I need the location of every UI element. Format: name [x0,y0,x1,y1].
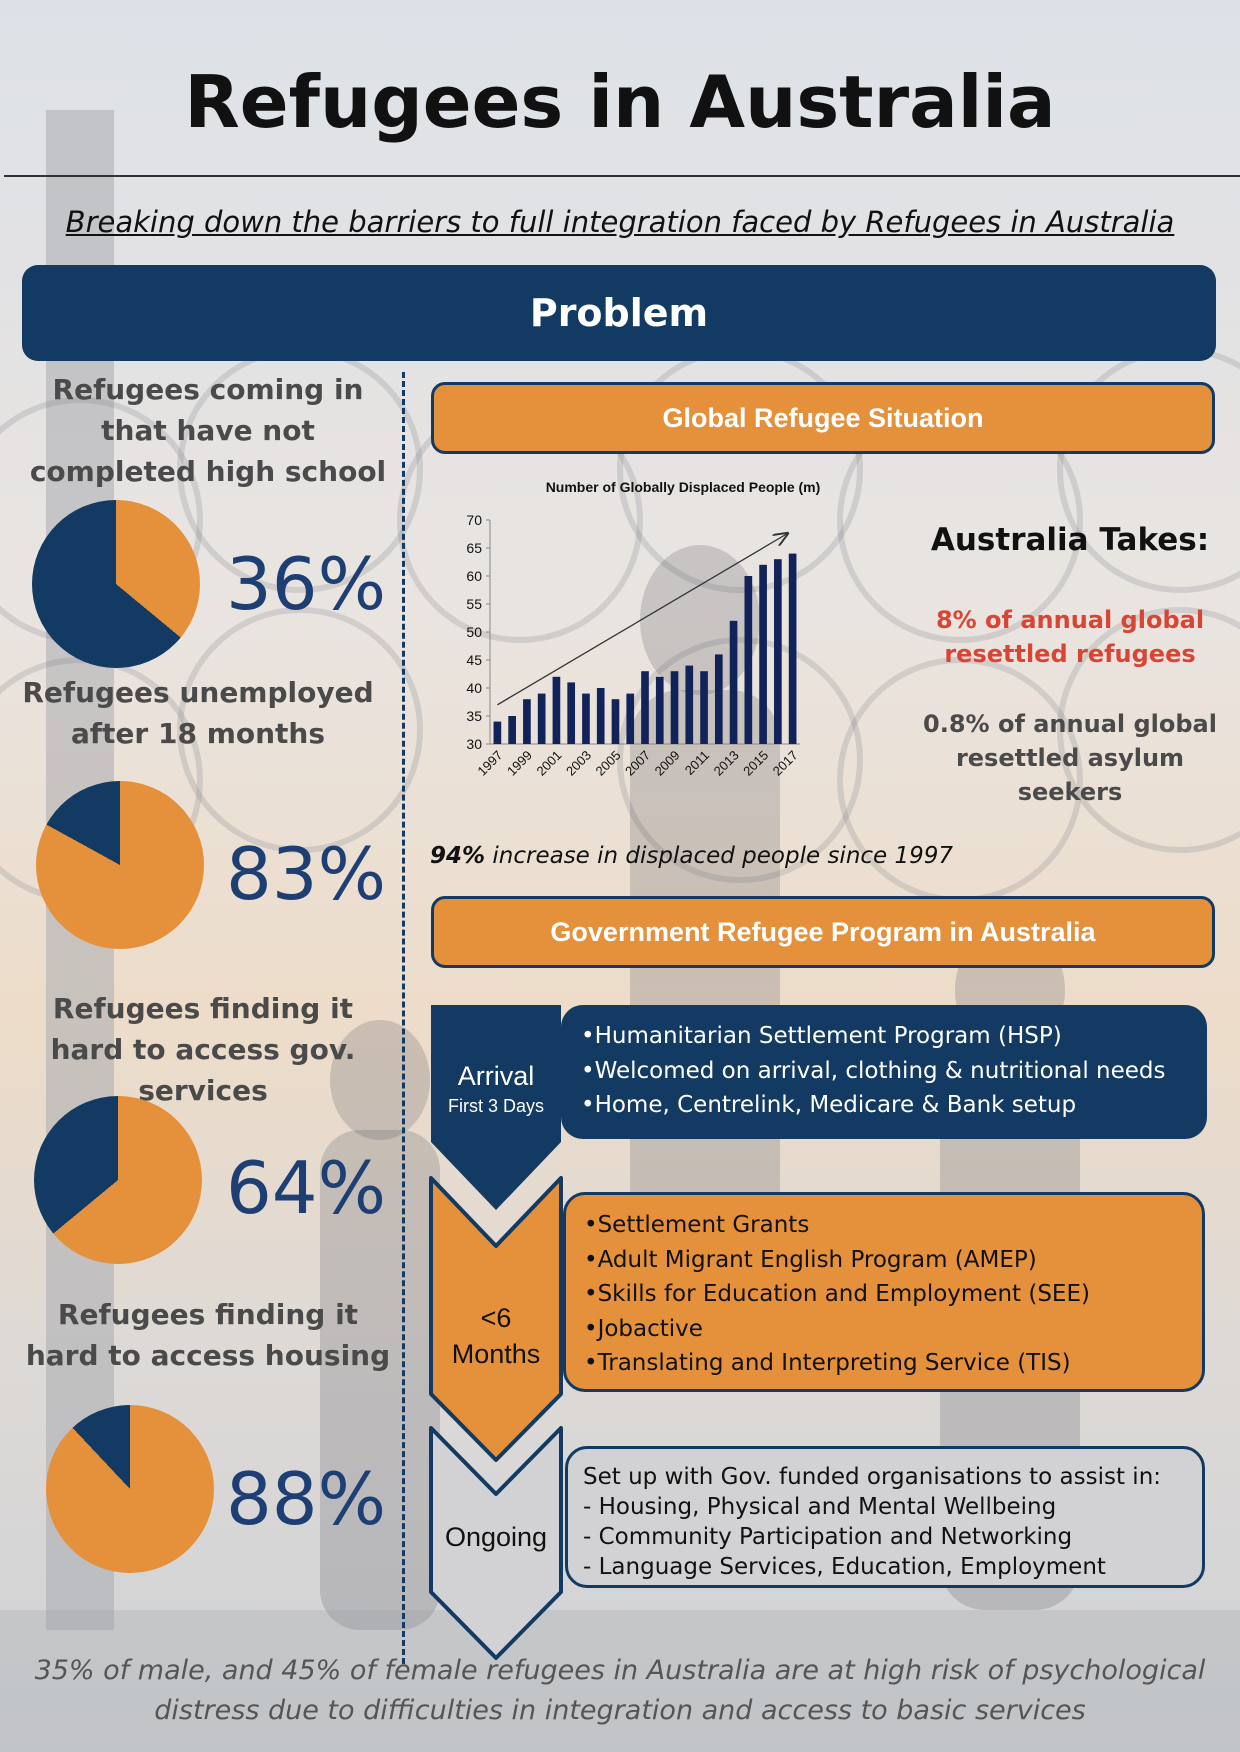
chart-bar [655,676,664,744]
increase-percent: 94% [430,843,486,869]
trend-arrow [497,534,786,706]
six-months-item: •Translating and Interpreting Service (T… [584,1350,1071,1376]
arrival-item: •Welcomed on arrival, clothing & nutriti… [581,1057,1166,1084]
y-tick-label: 35 [466,708,482,724]
footer-line-1: 35% of male, and 45% of female refugees … [34,1655,1206,1686]
arrival-item: •Humanitarian Settlement Program (HSP) [581,1023,1062,1049]
chart-bar [759,564,767,744]
chart-bar [567,682,576,744]
chart-bar [685,665,694,744]
arrival-info-box: •Humanitarian Settlement Program (HSP) •… [561,1005,1207,1139]
column-divider [402,372,405,1664]
stage-arrival-title: Arrival [457,1061,535,1091]
stat-title-unemployed: Refugees unemployed after 18 months [22,676,374,750]
ongoing-item: - Housing, Physical and Mental Wellbeing [583,1494,1057,1520]
chart-bar [596,688,605,744]
y-tick-label: 30 [466,736,482,752]
y-tick-label: 60 [466,568,482,584]
ongoing-item: - Language Services, Education, Employme… [583,1554,1106,1580]
pie-chart-unemployed [36,781,204,949]
stat-value-gov-services: 64% [226,1146,387,1230]
chart-bar [788,553,797,744]
stage-six-months-line1: <6 [480,1303,512,1333]
y-tick-label: 40 [466,680,482,696]
stage-arrival-subtitle: First 3 Days [447,1096,544,1116]
six-months-item: •Skills for Education and Employment (SE… [584,1281,1090,1307]
footer-line-2: distress due to difficulties in integrat… [154,1695,1086,1726]
chevron-ongoing [429,1426,563,1660]
six-months-info-box: •Settlement Grants •Adult Migrant Englis… [563,1192,1205,1392]
chart-bar [582,693,590,744]
chevron-six-months [429,1176,563,1462]
stat-title-gov-services: Refugees finding it hard to access gov. … [50,992,356,1107]
chart-bar [552,676,561,744]
ongoing-item: - Community Participation and Networking [583,1524,1073,1550]
problem-banner: Problem [22,265,1216,361]
stat-value-housing: 88% [226,1457,387,1541]
government-program-header: Government Refugee Program in Australia [431,896,1215,968]
chart-bar [523,699,531,744]
stage-six-months-label: <6 Months [431,1300,561,1372]
chart-bar [493,721,502,744]
chart-bar [641,671,649,744]
y-tick-label: 65 [466,540,482,556]
chart-bar [508,716,516,744]
chart-bar [729,620,738,744]
six-months-item: •Adult Migrant English Program (AMEP) [584,1246,1037,1273]
chart-bar [626,693,635,744]
stat-title-high-school: Refugees coming in that have not complet… [29,373,387,488]
six-months-item: •Settlement Grants [584,1212,810,1238]
page-subtitle: Breaking down the barriers to full integ… [65,205,1175,239]
chart-bar [774,559,782,744]
chart-title: Number of Globally Displaced People (m) [546,479,821,495]
stat-title-housing: Refugees finding it hard to access housi… [25,1298,391,1372]
increase-text: increase in displaced people since 1997 [492,843,954,869]
australia-asylum-share: 0.8% of annual global resettled asylum s… [923,710,1217,806]
chart-bar [537,693,546,744]
ongoing-item: Set up with Gov. funded organisations to… [583,1464,1162,1490]
stage-six-months-line2: Months [451,1339,541,1369]
y-tick-label: 50 [466,624,482,640]
chart-bar [700,671,708,744]
australia-takes-title: Australia Takes: [930,522,1210,558]
stage-ongoing-label: Ongoing [444,1522,548,1552]
chevron-arrival [431,1005,561,1210]
chart-bar [611,699,620,744]
y-tick-label: 45 [466,652,482,668]
pie-chart-high-school [32,500,200,668]
y-tick-label: 70 [466,512,482,528]
stat-value-high-school: 36% [226,542,387,626]
australia-refugees-share: 8% of annual global resettled refugees [935,606,1205,668]
displaced-people-bar-chart: Number of Globally Displaced People (m) … [466,479,821,779]
footer-note: 35% of male, and 45% of female refugees … [0,1651,1240,1731]
six-months-item: •Jobactive [584,1315,703,1342]
pie-chart-housing [46,1405,214,1573]
stat-value-unemployed: 83% [226,832,387,916]
chart-bar [714,654,723,744]
y-tick-label: 55 [466,596,482,612]
chart-bar [670,671,679,744]
arrival-item: •Home, Centrelink, Medicare & Bank setup [581,1092,1077,1118]
ongoing-info-box: Set up with Gov. funded organisations to… [565,1446,1205,1588]
stage-arrival-label: Arrival First 3 Days [431,1061,561,1117]
increase-caption: 94% increase in displaced people since 1… [430,843,953,869]
title-divider [4,175,1240,177]
page-title: Refugees in Australia [184,60,1056,144]
global-situation-header: Global Refugee Situation [431,382,1215,454]
pie-chart-gov-services [34,1096,202,1264]
chart-bar [744,576,753,744]
